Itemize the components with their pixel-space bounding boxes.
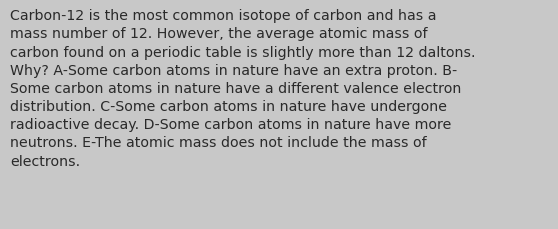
Text: Carbon-12 is the most common isotope of carbon and has a
mass number of 12. Howe: Carbon-12 is the most common isotope of …: [10, 9, 475, 168]
